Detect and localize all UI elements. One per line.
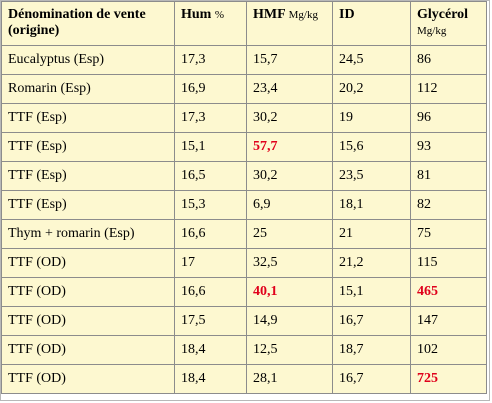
cell-glycerol: 82 xyxy=(410,190,487,220)
cell-hum: 17,3 xyxy=(174,45,247,75)
cell-hmf: 12,5 xyxy=(246,335,333,365)
cell-hum: 16,9 xyxy=(174,74,247,104)
cell-denomination: Eucalyptus (Esp) xyxy=(1,45,175,75)
header-hmf-label: HMF xyxy=(253,7,286,22)
table-header-row: Dénomination de vente (origine) Hum % HM… xyxy=(1,1,487,46)
cell-hum: 18,4 xyxy=(174,364,247,394)
cell-glycerol: 93 xyxy=(410,132,487,162)
table-row: TTF (OD) 17 32,5 21,2 115 xyxy=(1,248,487,278)
cell-glycerol: 86 xyxy=(410,45,487,75)
cell-denomination: TTF (Esp) xyxy=(1,103,175,133)
cell-hmf: 30,2 xyxy=(246,161,333,191)
table-row: Eucalyptus (Esp) 17,3 15,7 24,5 86 xyxy=(1,45,487,75)
cell-denomination: TTF (OD) xyxy=(1,364,175,394)
cell-id: 16,7 xyxy=(332,364,411,394)
cell-hmf: 6,9 xyxy=(246,190,333,220)
cell-hum: 16,5 xyxy=(174,161,247,191)
table-row: Romarin (Esp) 16,9 23,4 20,2 112 xyxy=(1,74,487,104)
cell-glycerol: 115 xyxy=(410,248,487,278)
cell-glycerol: 81 xyxy=(410,161,487,191)
cell-hmf: 30,2 xyxy=(246,103,333,133)
header-hum-unit: % xyxy=(214,9,225,21)
cell-glycerol: 147 xyxy=(410,306,487,336)
cell-hmf: 28,1 xyxy=(246,364,333,394)
cell-hum: 17 xyxy=(174,248,247,278)
cell-denomination: TTF (Esp) xyxy=(1,161,175,191)
cell-denomination: TTF (OD) xyxy=(1,335,175,365)
cell-id: 24,5 xyxy=(332,45,411,75)
cell-id: 20,2 xyxy=(332,74,411,104)
cell-id: 18,7 xyxy=(332,335,411,365)
cell-hmf: 40,1 xyxy=(246,277,333,307)
cell-hum: 17,3 xyxy=(174,103,247,133)
cell-glycerol: 96 xyxy=(410,103,487,133)
cell-id: 21,2 xyxy=(332,248,411,278)
cell-denomination: TTF (Esp) xyxy=(1,190,175,220)
table-row: TTF (Esp) 17,3 30,2 19 96 xyxy=(1,103,487,133)
cell-glycerol: 75 xyxy=(410,219,487,249)
cell-glycerol: 465 xyxy=(410,277,487,307)
cell-denomination: TTF (OD) xyxy=(1,277,175,307)
cell-hmf: 23,4 xyxy=(246,74,333,104)
header-glycerol-unit: Mg/kg xyxy=(417,25,447,37)
header-denomination: Dénomination de vente (origine) xyxy=(1,1,175,46)
cell-id: 19 xyxy=(332,103,411,133)
table-row: TTF (Esp) 15,3 6,9 18,1 82 xyxy=(1,190,487,220)
table-row: TTF (OD) 18,4 28,1 16,7 725 xyxy=(1,364,487,394)
cell-id: 15,1 xyxy=(332,277,411,307)
cell-id: 16,7 xyxy=(332,306,411,336)
cell-hmf: 25 xyxy=(246,219,333,249)
header-glycerol: Glycérol Mg/kg xyxy=(410,1,487,46)
cell-id: 18,1 xyxy=(332,190,411,220)
cell-id: 21 xyxy=(332,219,411,249)
cell-denomination: TTF (Esp) xyxy=(1,132,175,162)
table-row: TTF (OD) 17,5 14,9 16,7 147 xyxy=(1,306,487,336)
cell-denomination: TTF (OD) xyxy=(1,306,175,336)
table-row: TTF (Esp) 15,1 57,7 15,6 93 xyxy=(1,132,487,162)
table-row: Thym + romarin (Esp) 16,6 25 21 75 xyxy=(1,219,487,249)
cell-glycerol: 112 xyxy=(410,74,487,104)
cell-denomination: Thym + romarin (Esp) xyxy=(1,219,175,249)
cell-hmf: 57,7 xyxy=(246,132,333,162)
cell-hmf: 15,7 xyxy=(246,45,333,75)
cell-hum: 15,3 xyxy=(174,190,247,220)
header-hmf: HMF Mg/kg xyxy=(246,1,333,46)
cell-id: 15,6 xyxy=(332,132,411,162)
table-row: TTF (OD) 18,4 12,5 18,7 102 xyxy=(1,335,487,365)
table-row: TTF (Esp) 16,5 30,2 23,5 81 xyxy=(1,161,487,191)
cell-hum: 16,6 xyxy=(174,219,247,249)
table-body: Eucalyptus (Esp) 17,3 15,7 24,5 86 Romarin (E… xyxy=(1,45,487,394)
cell-hum: 16,6 xyxy=(174,277,247,307)
cell-id: 23,5 xyxy=(332,161,411,191)
cell-hum: 18,4 xyxy=(174,335,247,365)
cell-hum: 17,5 xyxy=(174,306,247,336)
cell-denomination: TTF (OD) xyxy=(1,248,175,278)
cell-glycerol: 102 xyxy=(410,335,487,365)
header-hum-label: Hum xyxy=(181,7,212,22)
cell-hmf: 14,9 xyxy=(246,306,333,336)
header-glycerol-label: Glycérol xyxy=(417,7,469,22)
cell-denomination: Romarin (Esp) xyxy=(1,74,175,104)
honey-analysis-table: Dénomination de vente (origine) Hum % HM… xyxy=(1,1,487,394)
cell-hmf: 32,5 xyxy=(246,248,333,278)
header-hum: Hum % xyxy=(174,1,247,46)
header-id: ID xyxy=(332,1,411,46)
header-hmf-unit: Mg/kg xyxy=(288,9,318,21)
table-row: TTF (OD) 16,6 40,1 15,1 465 xyxy=(1,277,487,307)
cell-glycerol: 725 xyxy=(410,364,487,394)
cell-hum: 15,1 xyxy=(174,132,247,162)
